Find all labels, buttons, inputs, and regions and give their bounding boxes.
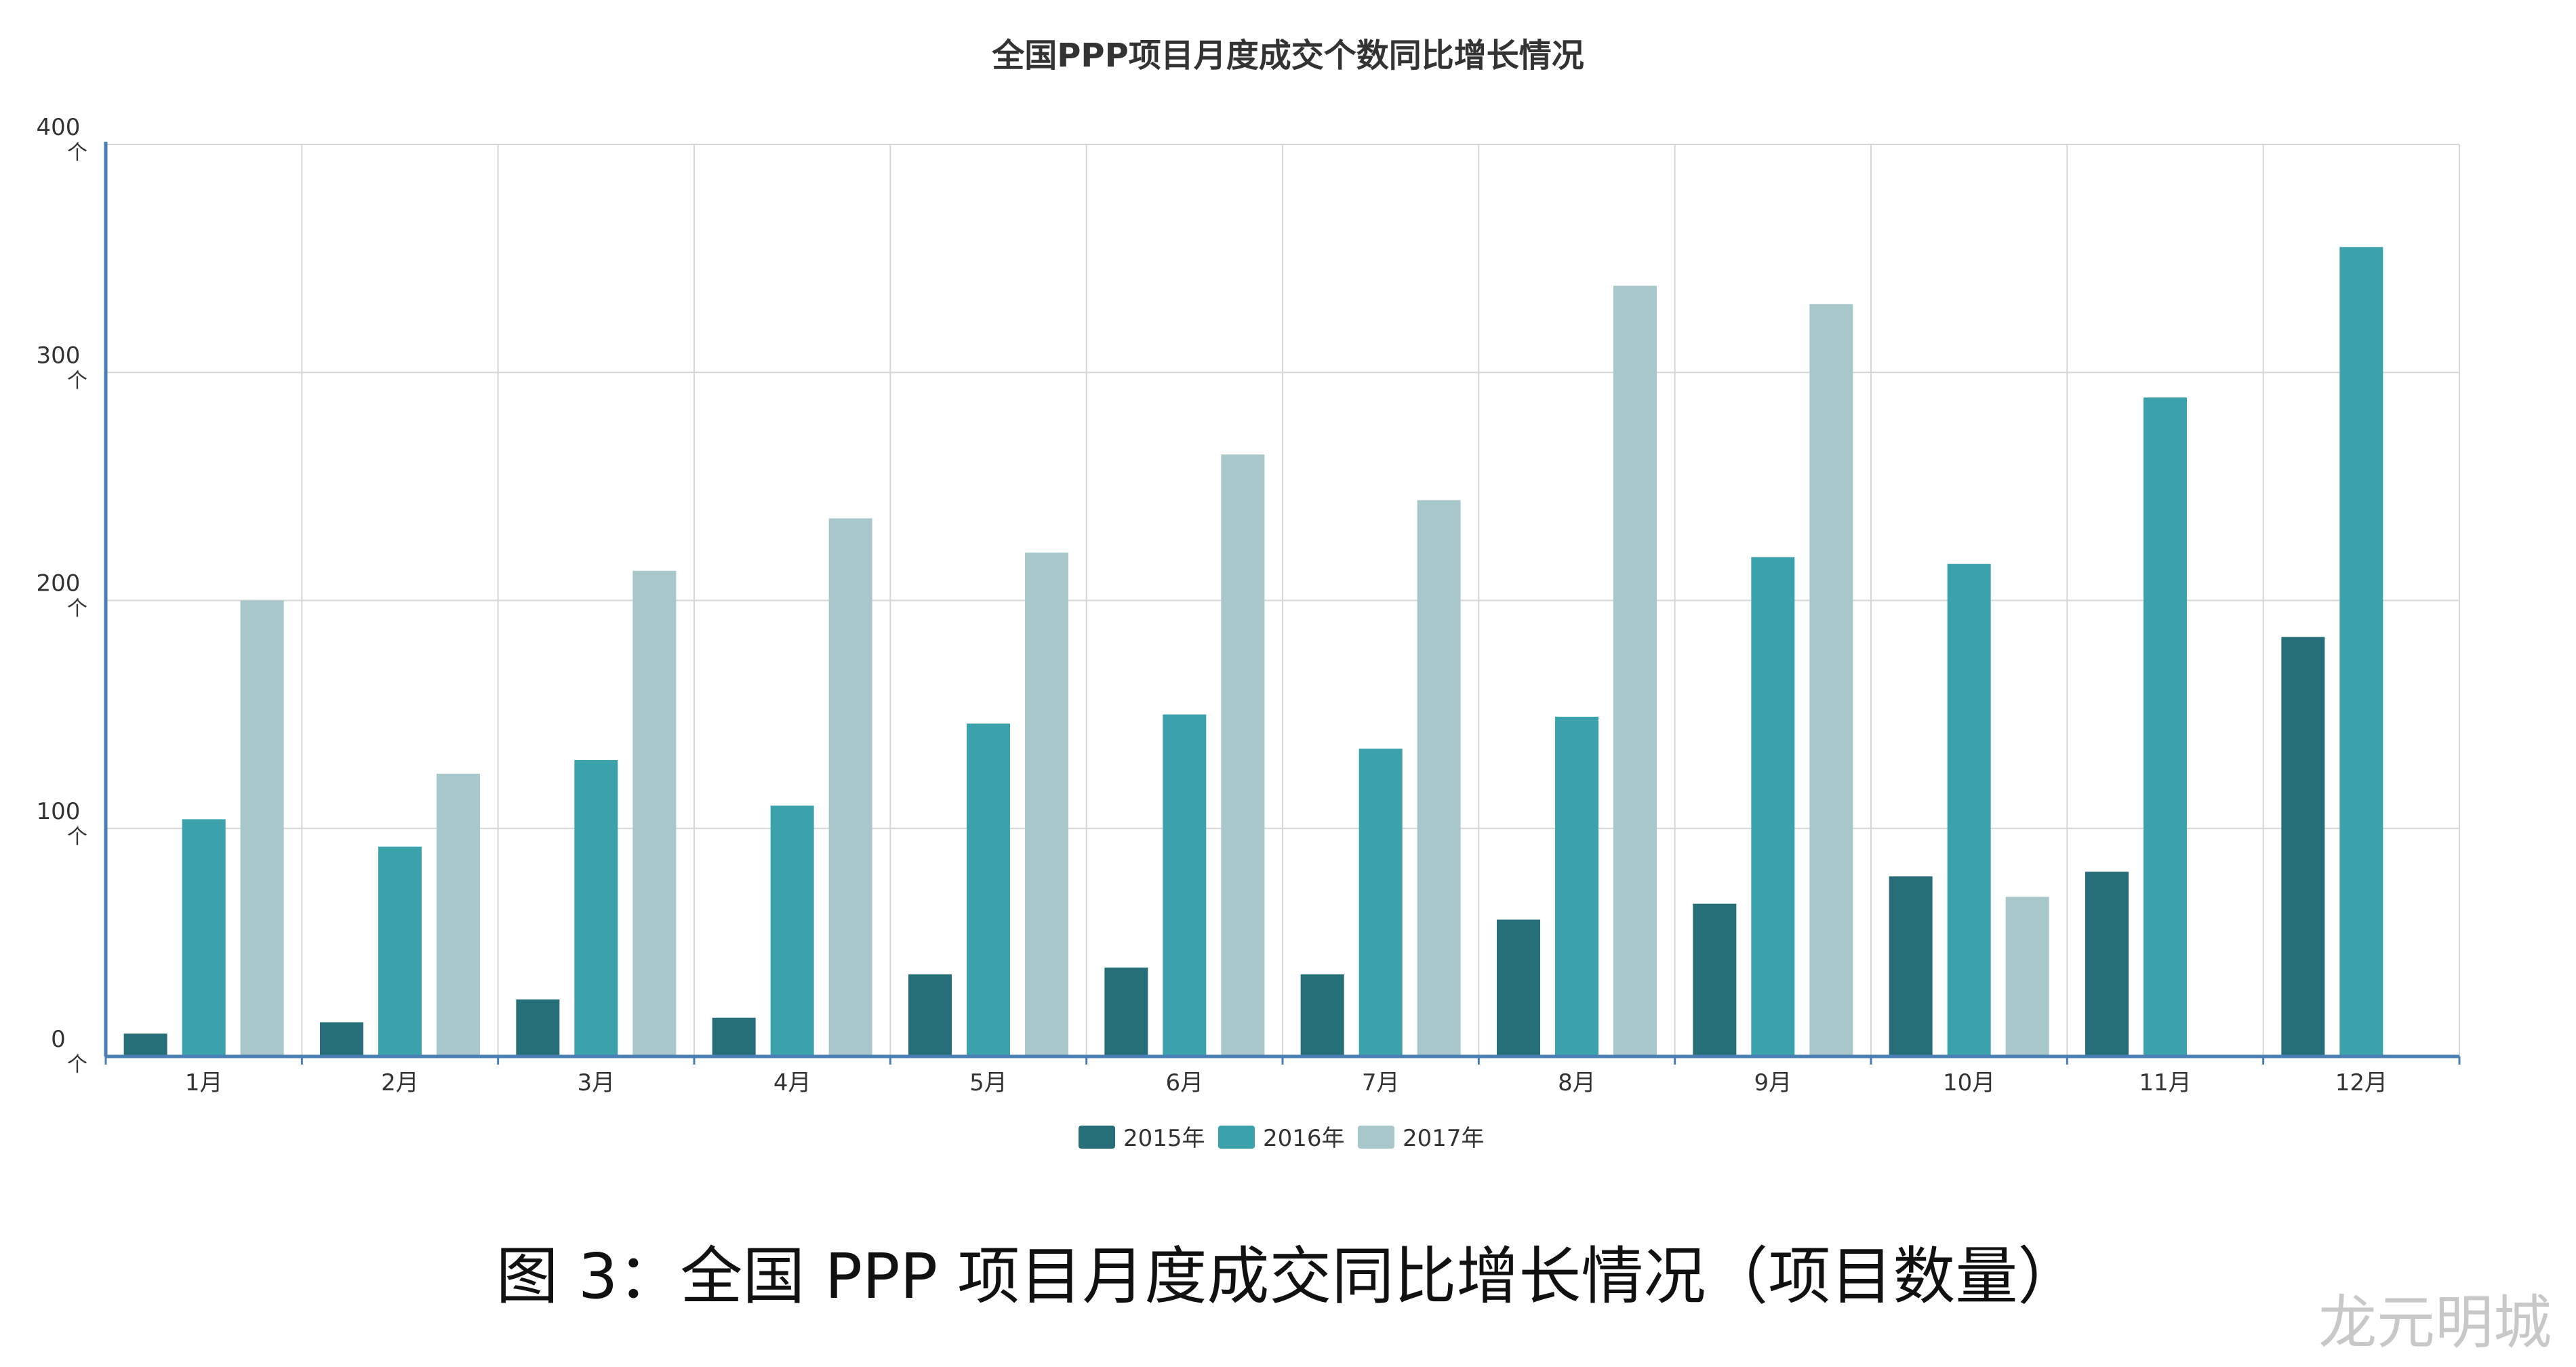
bar: [2085, 871, 2129, 1056]
bar: [2005, 896, 2049, 1056]
bar: [1889, 876, 1933, 1056]
y-tick-label: 200: [37, 570, 81, 597]
x-tick-label: 3月: [578, 1069, 616, 1096]
x-tick-label: 1月: [185, 1069, 223, 1096]
x-tick-label: 7月: [1362, 1069, 1400, 1096]
bar: [240, 600, 284, 1056]
y-tick-unit: 个: [67, 1053, 87, 1077]
bar: [1221, 454, 1265, 1056]
x-tick-label: 10月: [1943, 1069, 1995, 1096]
x-tick-label: 11月: [2139, 1069, 2191, 1096]
y-tick-label: 100: [37, 798, 81, 825]
legend-swatch: [1358, 1126, 1394, 1149]
y-tick-label: 300: [37, 342, 81, 369]
bar: [320, 1022, 363, 1056]
bar: [2281, 637, 2325, 1056]
bar: [1359, 749, 1403, 1056]
bars: [123, 247, 2383, 1057]
corner-watermark-text: 龙元明城: [2318, 1289, 2552, 1357]
x-tick-label: 9月: [1754, 1069, 1792, 1096]
x-tick-label: 2月: [381, 1069, 419, 1096]
bar: [1613, 285, 1657, 1057]
y-tick-label: 0: [51, 1026, 66, 1053]
bar: [123, 1033, 167, 1056]
grid: [106, 144, 2460, 1056]
legend-label: 2017年: [1403, 1125, 1485, 1152]
bar: [908, 974, 952, 1056]
y-tick-unit: 个: [67, 369, 87, 393]
y-tick-unit: 个: [67, 141, 87, 165]
bar: [712, 1017, 756, 1056]
chart-title: 全国PPP项目月度成交个数同比增长情况: [991, 37, 1584, 75]
y-tick-label: 400: [37, 114, 81, 141]
x-tick-label: 12月: [2335, 1069, 2388, 1096]
legend-swatch: [1218, 1126, 1255, 1149]
bar: [1751, 557, 1795, 1056]
bar: [632, 570, 677, 1056]
bar: [1497, 919, 1540, 1056]
bar: [437, 774, 480, 1056]
bar: [967, 724, 1010, 1056]
bar: [1025, 552, 1068, 1056]
bar: [1693, 903, 1737, 1056]
bar: [1163, 714, 1207, 1056]
figure-caption: 图 3：全国 PPP 项目月度成交同比增长情况（项目数量）: [496, 1240, 2080, 1313]
bar: [2144, 397, 2187, 1056]
bar: [1555, 716, 1598, 1056]
bar: [574, 759, 618, 1056]
x-tick-label: 6月: [1166, 1069, 1204, 1096]
bar: [1104, 967, 1148, 1056]
bar: [1947, 563, 1991, 1056]
bar: [828, 518, 872, 1056]
legend-swatch: [1079, 1126, 1115, 1149]
x-tick-label: 4月: [773, 1069, 811, 1096]
bar: [378, 846, 422, 1056]
bar: [1300, 974, 1344, 1056]
x-tick-label: 8月: [1558, 1069, 1596, 1096]
bar: [1809, 304, 1853, 1056]
x-tick-label: 5月: [969, 1069, 1007, 1096]
legend-label: 2016年: [1263, 1125, 1345, 1152]
bar: [2339, 247, 2383, 1056]
bar: [182, 819, 226, 1056]
legend: 2015年 2016年 2017年: [1079, 1125, 1485, 1152]
legend-label: 2015年: [1123, 1125, 1205, 1152]
bar: [770, 806, 814, 1056]
bar: [516, 999, 560, 1056]
bar: [1417, 500, 1461, 1056]
y-tick-unit: 个: [67, 825, 87, 849]
y-tick-unit: 个: [67, 597, 87, 621]
